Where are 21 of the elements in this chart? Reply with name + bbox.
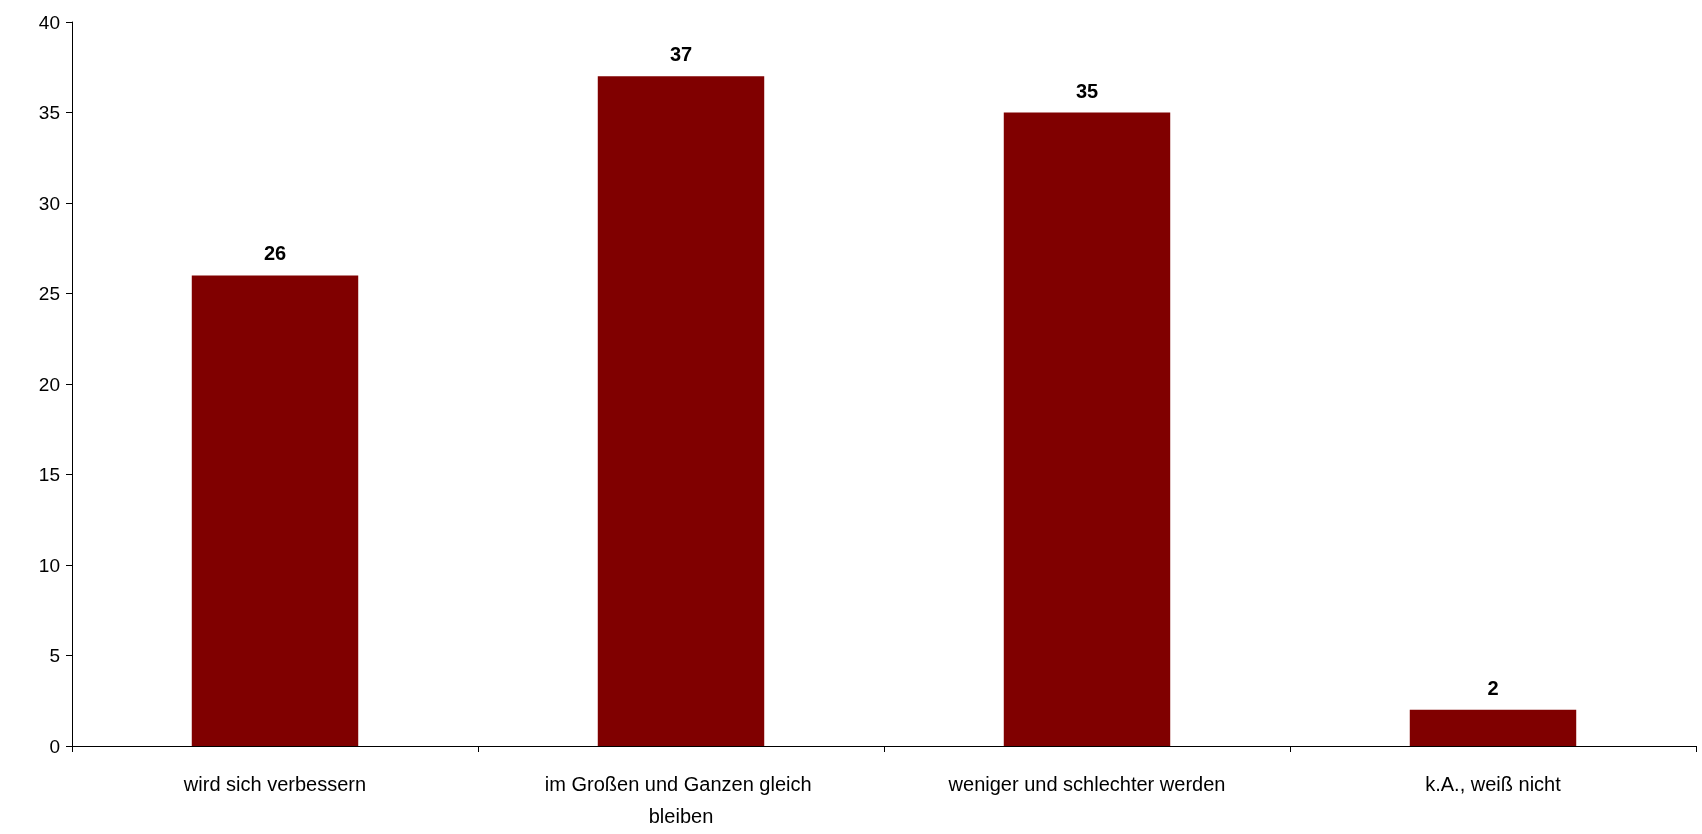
bar [597,76,765,746]
y-tick-label: 40 [38,11,60,33]
y-tick-label: 20 [38,373,60,395]
bar [1409,709,1577,746]
bar [1003,112,1171,746]
y-tick-label: 35 [38,102,60,123]
y-tick-label: 30 [38,192,60,214]
y-tick-label: 10 [38,554,60,576]
x-tick-label: weniger und schlechter werden [947,773,1226,795]
bar [191,275,359,746]
y-tick-label: 15 [38,464,60,485]
y-tick-label: 5 [49,645,60,666]
x-tick-label: k.A., weiß nicht [1425,773,1562,795]
x-tick-label: wird sich verbessern [182,773,367,795]
data-label: 35 [1075,79,1099,102]
y-tick-label: 0 [49,735,60,757]
data-label: 2 [1487,676,1499,699]
y-tick-label: 25 [38,283,60,304]
data-label: 37 [669,43,693,66]
x-tick-label: im Großen und Ganzen gleich bleiben [544,773,818,827]
data-label: 26 [263,242,287,265]
